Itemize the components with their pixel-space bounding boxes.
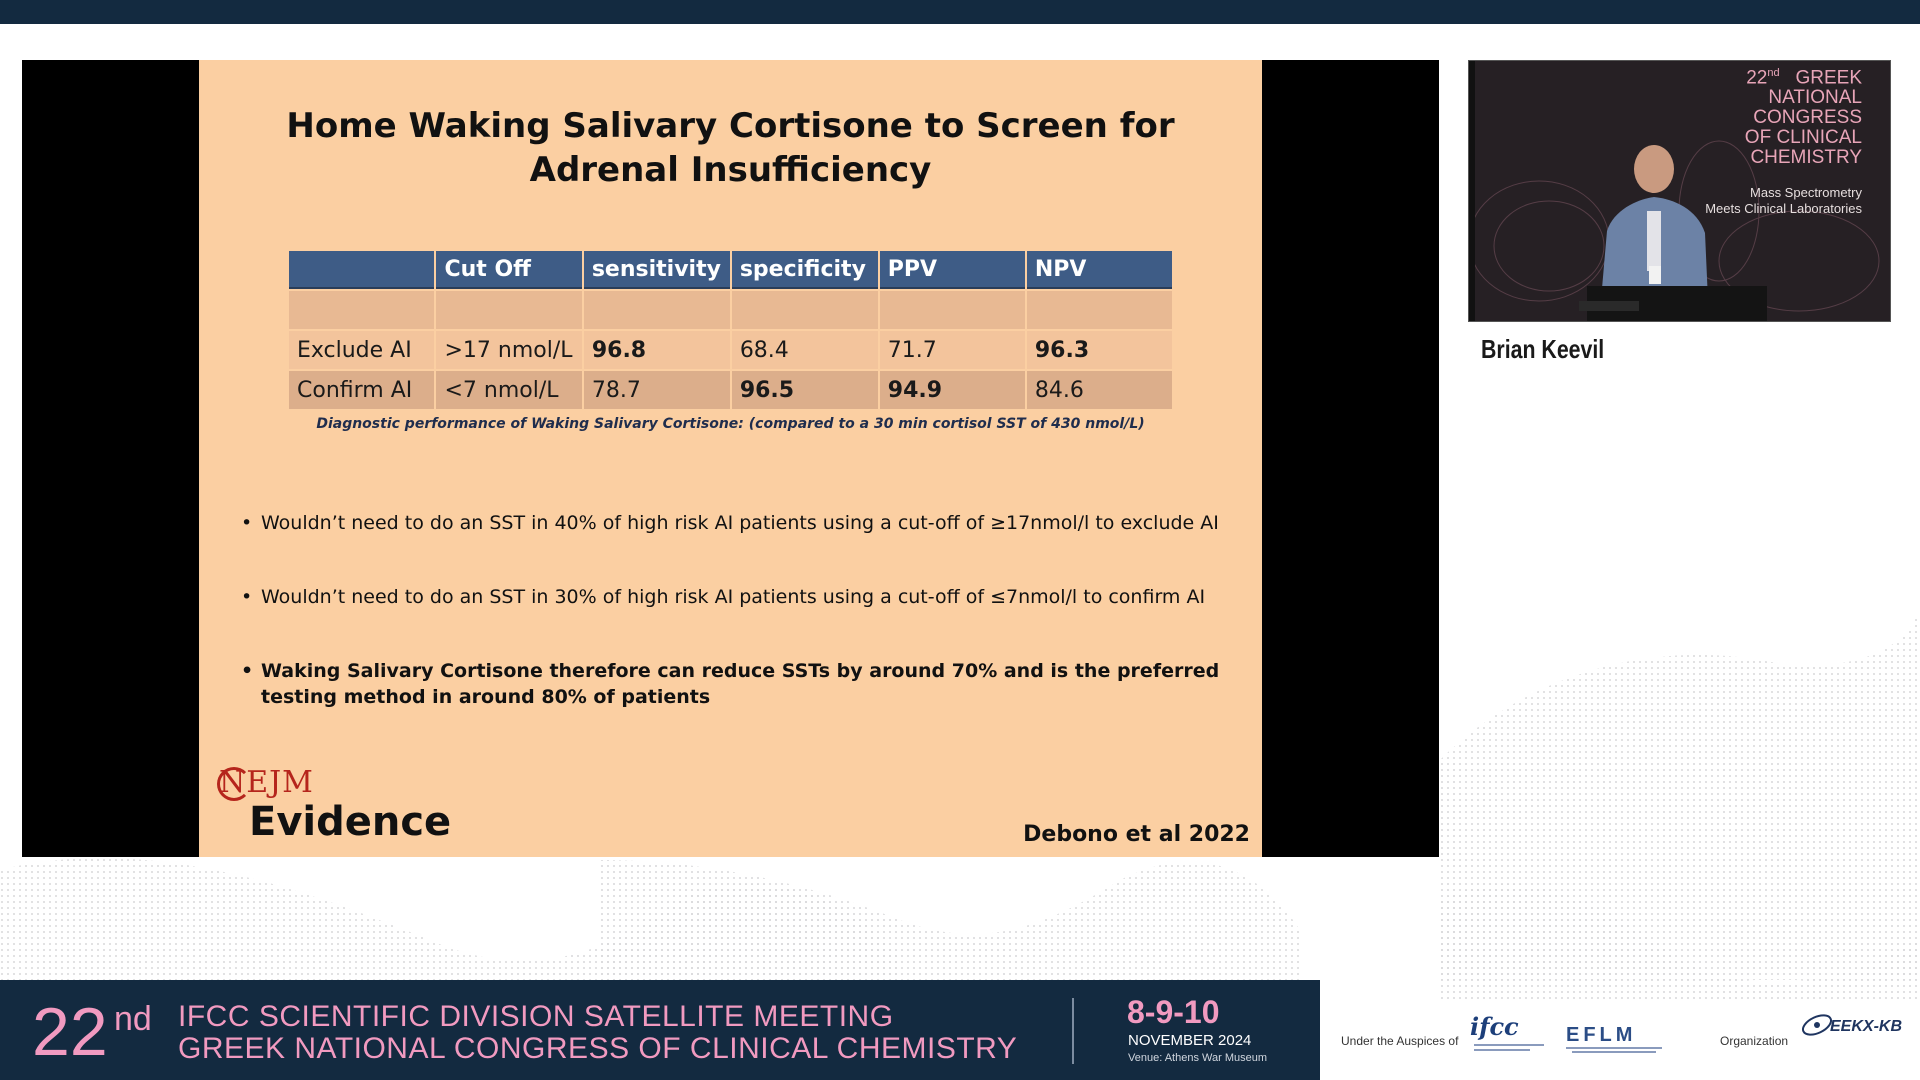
- table-cell: 78.7: [583, 371, 730, 409]
- table-cell: [1026, 291, 1172, 329]
- banner-number: 22: [32, 994, 108, 1070]
- table-row-empty: [289, 291, 1172, 329]
- table-cell: [289, 291, 435, 329]
- citation: Debono et al 2022: [1023, 822, 1250, 847]
- video-subtitle-line: Mass Spectrometry: [1750, 185, 1862, 200]
- top-bar: [0, 0, 1920, 24]
- bullet-item: Waking Salivary Cortisone therefore can …: [241, 658, 1241, 710]
- table-cell: [879, 291, 1025, 329]
- bullet-list: Wouldn’t need to do an SST in 40% of hig…: [241, 510, 1241, 710]
- table-cell: 96.3: [1026, 331, 1172, 369]
- eflm-logo-subtext-icon: [1566, 1047, 1662, 1053]
- table-header-cell: Cut Off: [436, 251, 582, 289]
- table-cell: <7 nmol/L: [436, 371, 582, 409]
- bullet-item: Wouldn’t need to do an SST in 40% of hig…: [241, 510, 1241, 536]
- table-cell: Exclude AI: [289, 331, 435, 369]
- table-cell: 96.5: [731, 371, 878, 409]
- table-cell: 84.6: [1026, 371, 1172, 409]
- table-row: Confirm AI <7 nmol/L 78.7 96.5 94.9 84.6: [289, 371, 1172, 409]
- banner-divider: [1072, 998, 1074, 1064]
- video-congress-line: OF CLINICAL: [1744, 127, 1862, 149]
- banner-suffix: nd: [114, 1000, 152, 1038]
- video-subtitle-line: Meets Clinical Laboratories: [1705, 201, 1862, 216]
- performance-table: Cut Off sensitivity specificity PPV NPV …: [287, 249, 1174, 411]
- evidence-logo-text: Evidence: [249, 799, 452, 845]
- video-congress-suffix: nd: [1767, 67, 1780, 79]
- table-cell: 94.9: [879, 371, 1025, 409]
- table-header-cell: specificity: [731, 251, 878, 289]
- table-cell: 96.8: [583, 331, 730, 369]
- table-cell: >17 nmol/L: [436, 331, 582, 369]
- table-header-cell: PPV: [879, 251, 1025, 289]
- presentation-slide: Home Waking Salivary Cortisone to Screen…: [199, 60, 1262, 857]
- video-congress-line: CHEMISTRY: [1750, 147, 1862, 169]
- slide-title-line1: Home Waking Salivary Cortisone to Screen…: [286, 106, 1175, 146]
- banner-month: NOVEMBER 2024: [1128, 1032, 1252, 1049]
- banner-venue: Venue: Athens War Museum: [1128, 1052, 1267, 1064]
- ifcc-logo: ifcc: [1470, 1012, 1519, 1041]
- nejm-evidence-logo: NEJM Evidence: [217, 765, 451, 845]
- speaker-name: Brian Keevil: [1481, 334, 1605, 364]
- organization-label: Organization: [1720, 1034, 1789, 1048]
- ekk-kb-logo: EEKX-KB: [1830, 1018, 1903, 1035]
- slide-title-line2: Adrenal Insufficiency: [529, 150, 932, 190]
- speaker-video: 22nd GREEK NATIONAL CONGRESS OF CLINICAL…: [1468, 60, 1891, 322]
- ifcc-logo-subtext-icon: [1474, 1044, 1544, 1051]
- nejm-logo-text: NEJM: [219, 765, 314, 800]
- table-cell: [436, 291, 582, 329]
- video-congress-line: NATIONAL: [1768, 87, 1862, 109]
- event-banner: 22 nd IFCC SCIENTIFIC DIVISION SATELLITE…: [0, 980, 1320, 1080]
- eflm-logo: EFLM: [1566, 1024, 1637, 1046]
- bullet-item: Wouldn’t need to do an SST in 30% of hig…: [241, 584, 1241, 610]
- table-header-cell: [289, 251, 435, 289]
- table-row: Exclude AI >17 nmol/L 96.8 68.4 71.7 96.…: [289, 331, 1172, 369]
- table-cell: 68.4: [731, 331, 878, 369]
- ekk-kb-emblem-icon: [1801, 1014, 1833, 1036]
- video-congress-line: CONGRESS: [1753, 107, 1862, 129]
- banner-dates: 8-9-10: [1127, 994, 1220, 1030]
- table-cell: Confirm AI: [289, 371, 435, 409]
- video-frame-image: [1469, 61, 1890, 321]
- video-congress-number: 22: [1746, 67, 1768, 89]
- table-cell: [731, 291, 878, 329]
- auspices-label: Under the Auspices of: [1341, 1034, 1459, 1048]
- table-cell: 71.7: [879, 331, 1025, 369]
- video-congress-text: 22nd GREEK NATIONAL CONGRESS OF CLINICAL…: [1745, 63, 1862, 168]
- table-cell: [583, 291, 730, 329]
- banner-title-line1: IFCC SCIENTIFIC DIVISION SATELLITE MEETI…: [178, 1000, 894, 1033]
- table-header-cell: sensitivity: [583, 251, 730, 289]
- slide-title: Home Waking Salivary Cortisone to Screen…: [199, 104, 1262, 192]
- nejm-arc-icon: [217, 767, 251, 801]
- table-header-cell: NPV: [1026, 251, 1172, 289]
- video-congress-line: GREEK: [1795, 67, 1862, 89]
- table-header-row: Cut Off sensitivity specificity PPV NPV: [289, 251, 1172, 289]
- table-caption: Diagnostic performance of Waking Salivar…: [316, 416, 1145, 432]
- video-subtitle: Mass Spectrometry Meets Clinical Laborat…: [1705, 185, 1862, 217]
- banner-title-line2: GREEK NATIONAL CONGRESS OF CLINICAL CHEM…: [178, 1032, 1018, 1065]
